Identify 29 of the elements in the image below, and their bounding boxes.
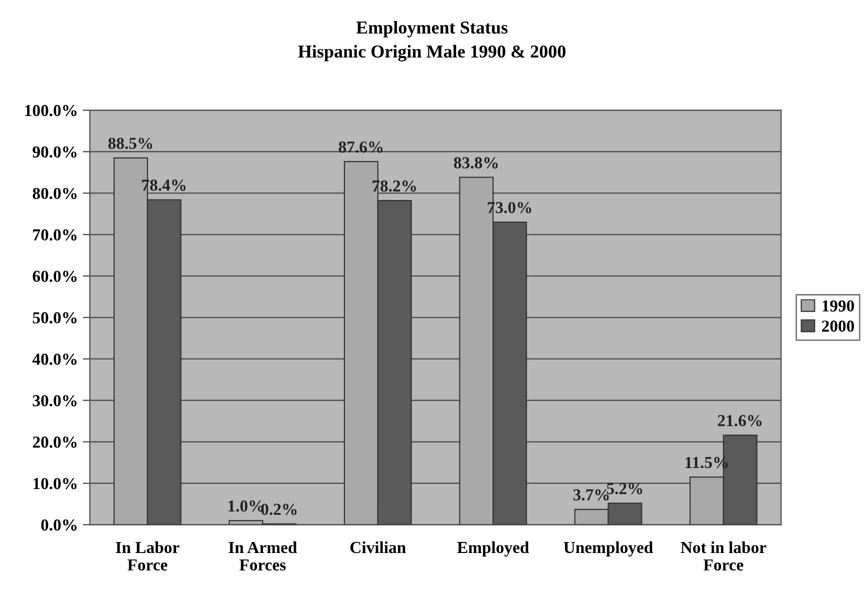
x-tick-label: Unemployed [564,541,653,557]
y-tick-label: 90.0% [32,146,76,158]
y-tick-label: 10.0% [34,478,76,490]
data-label: 1.0% [228,500,264,512]
x-tick-label: Not in labor Force [680,541,766,571]
data-label: 21.6% [718,415,762,426]
data-label: 5.2% [606,482,642,494]
data-label: 0.2% [261,504,297,516]
y-tick-label: 40.0% [32,354,76,365]
data-label: 83.8% [454,157,498,168]
chart-subtitle: Hispanic Origin Male 1990 & 2000 [298,44,566,62]
data-label: 88.5% [108,138,152,150]
legend-label: 1990 [822,300,854,312]
y-tick-label: 20.0% [32,436,76,448]
y-tick-label: 60.0% [32,270,76,282]
x-tick-label: In Labor Force [116,541,180,571]
data-label: 3.7% [573,489,609,501]
data-label: 87.6% [338,141,383,153]
x-tick-label: In Armed Forces [228,541,297,571]
y-tick-label: 0.0% [41,519,76,531]
y-tick-label: 50.0% [32,312,76,324]
y-tick-label: 30.0% [32,395,76,406]
y-tick-label: 70.0% [33,229,76,241]
chart-title: Employment Status [356,20,508,38]
y-tick-label: 100.0% [25,104,76,116]
x-tick-label: Employed [457,541,529,557]
legend-label: 2000 [822,320,854,332]
x-tick-label: Civilian [350,541,406,554]
y-tick-label: 80.0% [32,188,76,200]
